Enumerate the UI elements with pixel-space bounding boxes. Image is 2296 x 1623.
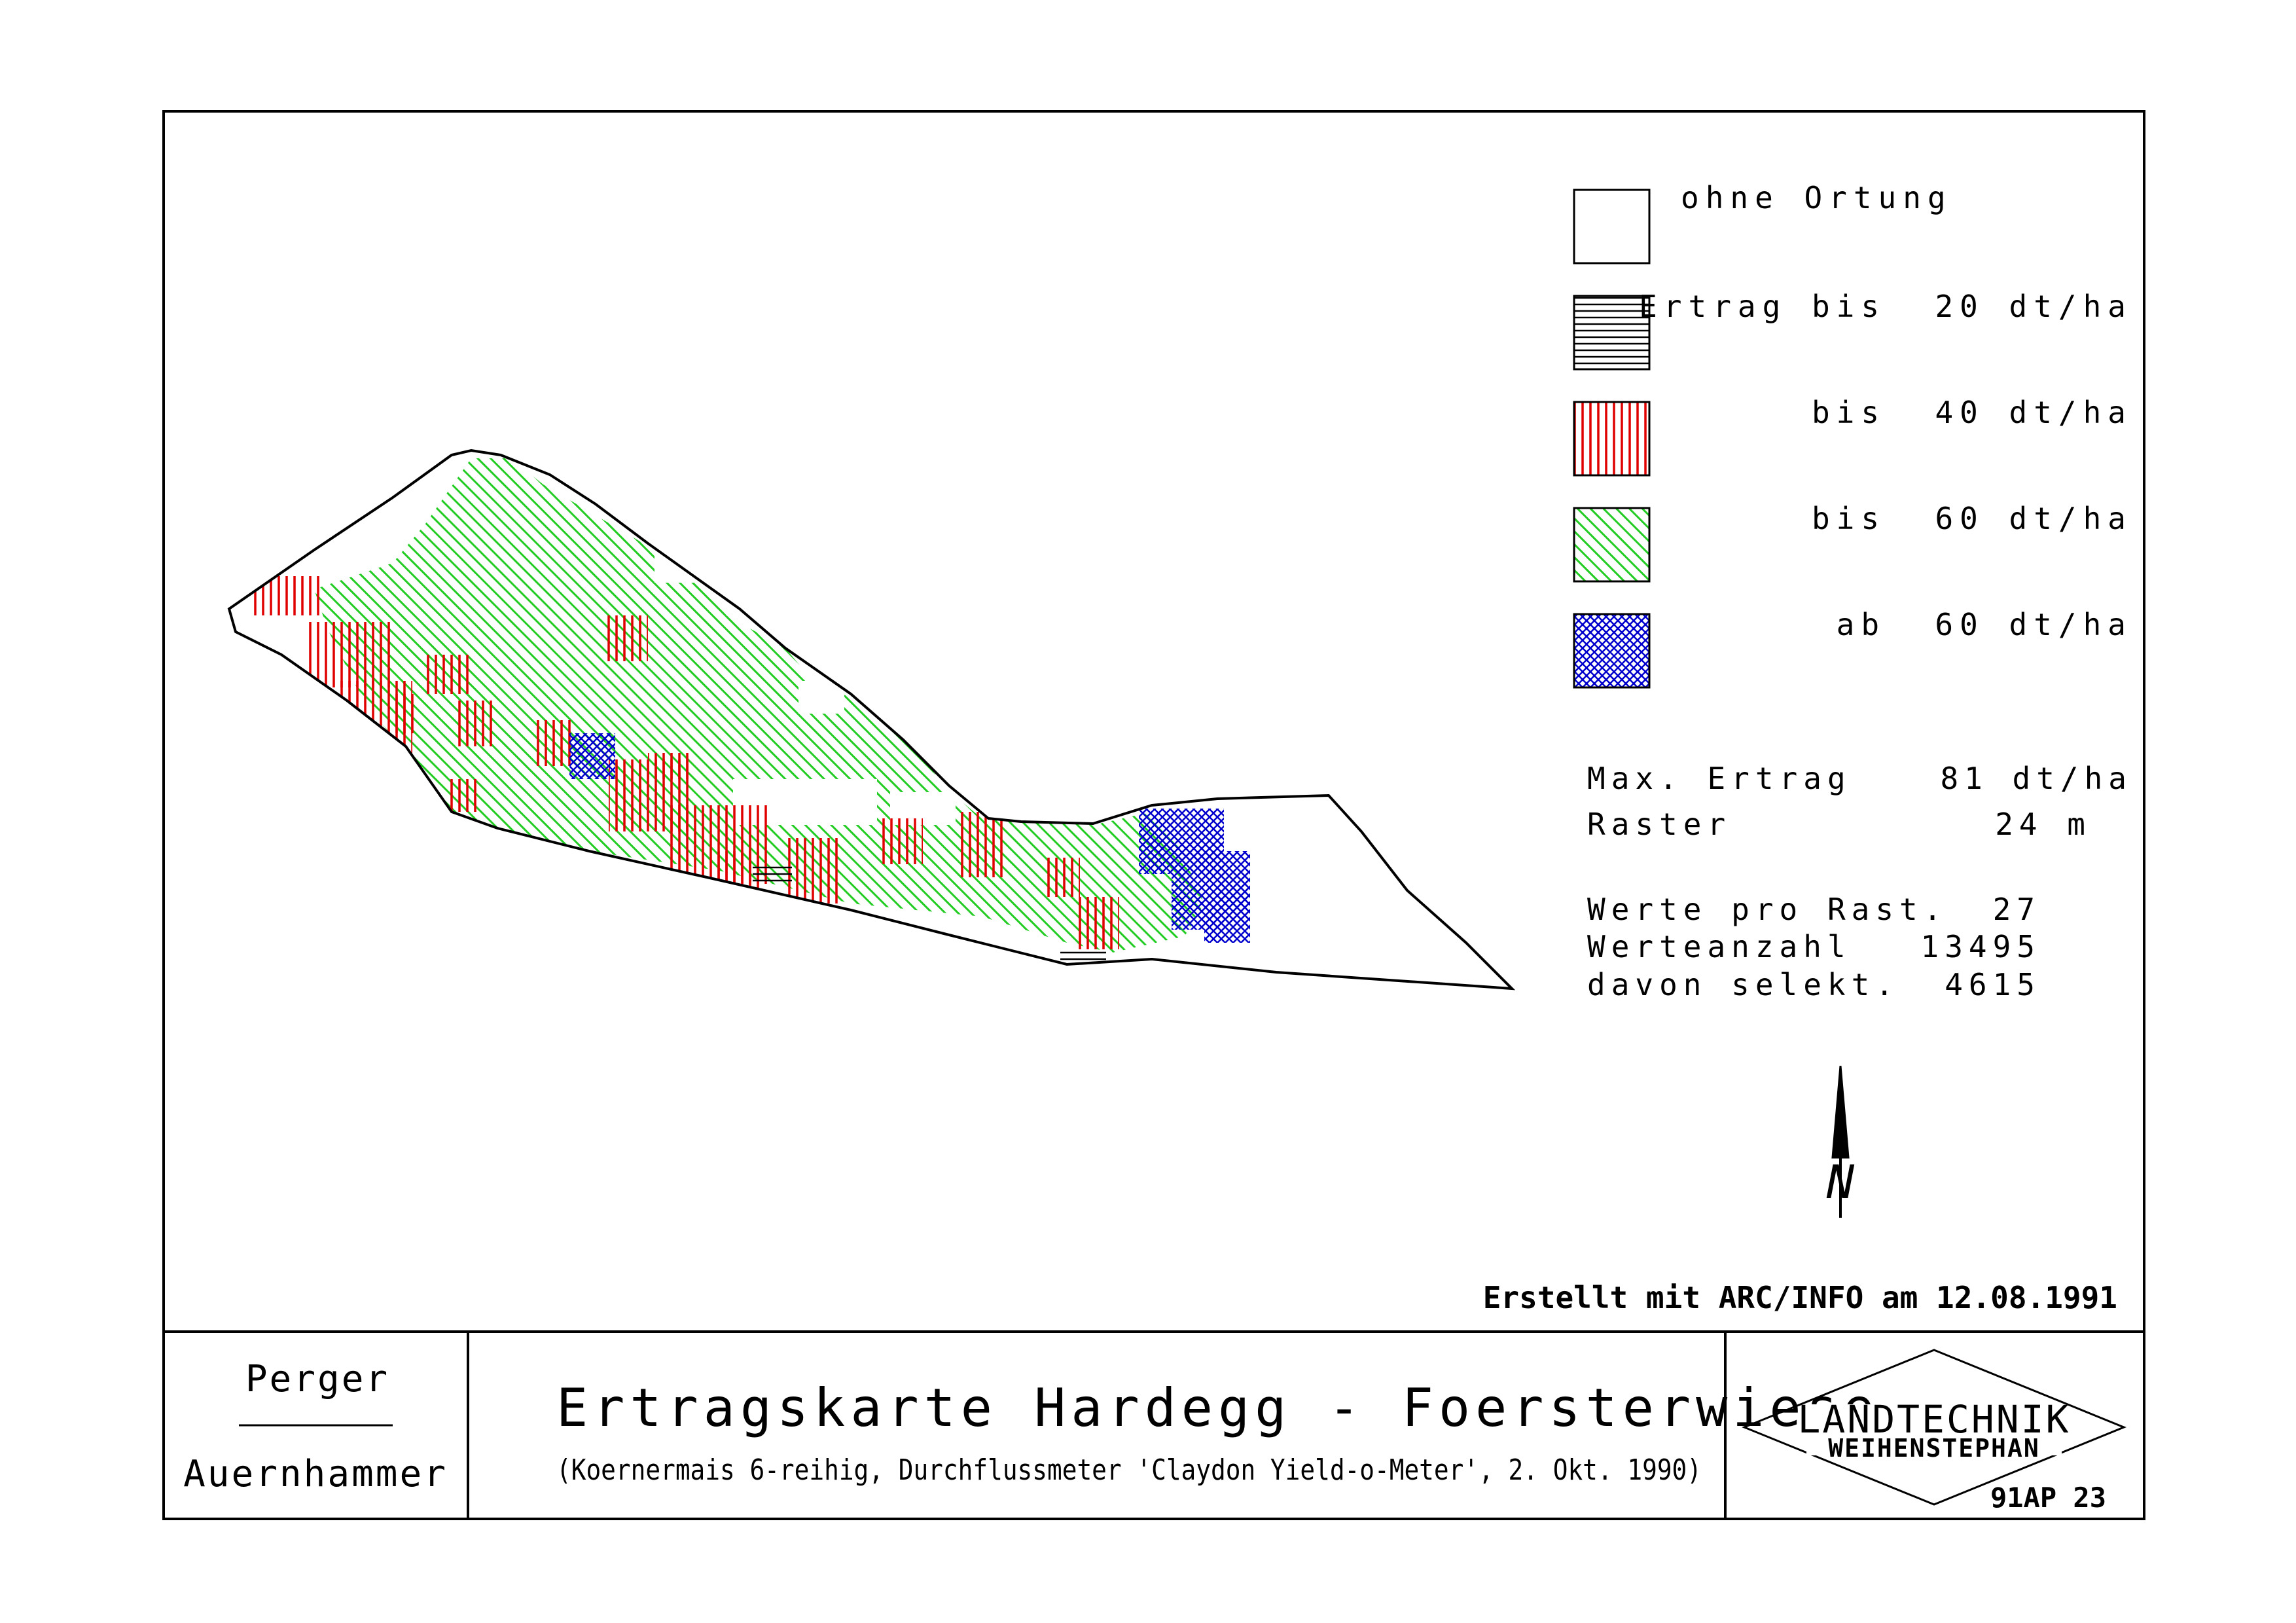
north-label: N (1826, 1156, 1855, 1209)
yield-map (227, 448, 1516, 991)
legend-label-bis-60: bis 60 dt/ha (1812, 501, 2132, 536)
legend-label-ab-60: ab 60 dt/ha (1837, 607, 2132, 642)
stat-raster-label: Raster (1587, 807, 1731, 842)
author-bottom: Auernhammer (183, 1453, 448, 1495)
logo-line1: LANDTECHNIK (1797, 1397, 2070, 1442)
title-block: Ertragskarte Hardegg - Foersterwiese (Ko… (556, 1377, 1880, 1487)
zone-bis-60-hole-4 (798, 681, 844, 714)
legend-swatch-ohne-ortung (1573, 189, 1651, 264)
stat-max-value: 81 dt/ha (1940, 761, 2132, 796)
legend-label-bis-40: bis 40 dt/ha (1812, 395, 2132, 430)
map-subtitle: (Koernermais 6-reihig, Durchflussmeter '… (556, 1453, 1702, 1487)
north-arrow-icon: N (1826, 1065, 1855, 1218)
authors-block: Perger Auernhammer (183, 1358, 448, 1495)
zone-bis-20 (753, 864, 1106, 964)
legend-label-bis-20: Ertrag bis 20 dt/ha (1639, 289, 2132, 324)
logo-line2: WEIHENSTEPHAN (1828, 1434, 2039, 1463)
stat-davon-label: davon selekt. (1587, 967, 1899, 1002)
landtechnik-logo: LANDTECHNIK WEIHENSTEPHAN (1742, 1349, 2126, 1506)
zone-ab-60 (569, 733, 1250, 943)
stat-anzahl-value: 13495 (1921, 929, 2041, 964)
stat-max-label: Max. Ertrag (1587, 761, 1852, 796)
field-boundary (227, 448, 1516, 991)
legend: ohne Ortung Ertrag bis 20 dt/ha bis 40 d… (1573, 180, 2132, 689)
sheet-number: 91AP 23 (1990, 1482, 2106, 1514)
legend-swatch-ab-60 (1573, 613, 1651, 689)
stat-davon-value: 4615 (1945, 967, 2041, 1002)
legend-swatch-bis-20 (1573, 295, 1651, 371)
legend-swatch-bis-40 (1573, 401, 1651, 477)
created-note: Erstellt mit ARC/INFO am 12.08.1991 (1483, 1280, 2117, 1315)
stats-block: Max. Ertrag 81 dt/ha Raster 24 m Werte p… (1587, 761, 2132, 1002)
legend-label-ohne-ortung: ohne Ortung (1681, 180, 1952, 215)
stat-werte-value: 27 (1993, 892, 2041, 927)
stat-werte-label: Werte pro Rast. (1587, 892, 1947, 927)
sheet-frame (162, 110, 2145, 1520)
author-top: Perger (245, 1358, 389, 1400)
stat-raster-value: 24 m (1995, 807, 2091, 842)
map-title: Ertragskarte Hardegg - Foersterwiese (556, 1377, 1880, 1438)
legend-swatch-bis-60 (1573, 507, 1651, 583)
stat-anzahl-label: Werteanzahl (1587, 929, 1852, 964)
